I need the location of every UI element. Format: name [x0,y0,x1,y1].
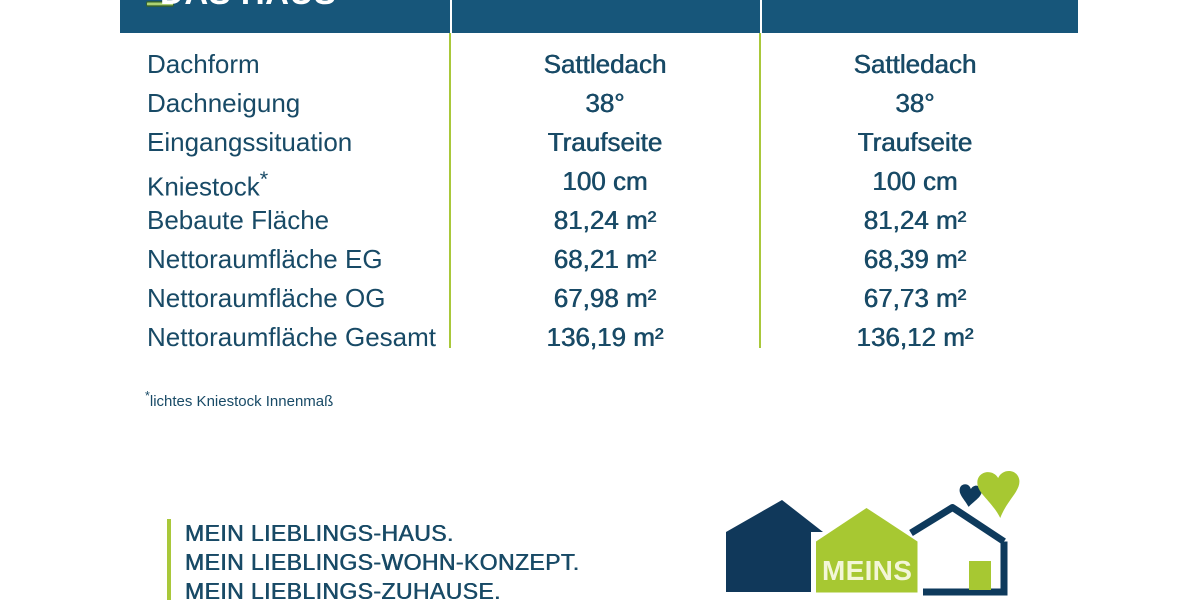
svg-text:MEINS: MEINS [822,555,912,586]
